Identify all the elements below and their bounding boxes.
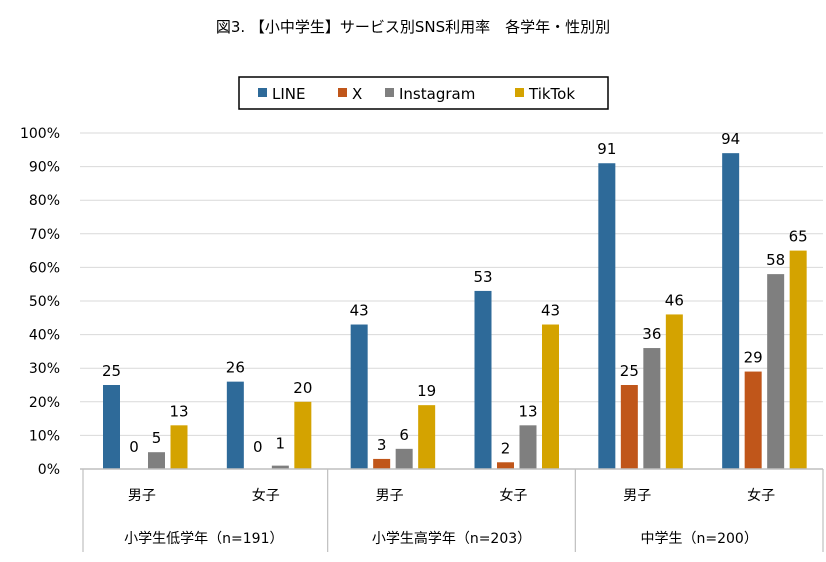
y-tick-label: 80% bbox=[29, 193, 60, 209]
data-label-tiktok: 19 bbox=[417, 382, 436, 400]
data-label-line: 43 bbox=[350, 302, 369, 320]
category-label: 男子 bbox=[376, 488, 404, 504]
y-tick-label: 10% bbox=[29, 428, 60, 444]
legend-label-x: X bbox=[352, 85, 362, 103]
bar-instagram bbox=[395, 448, 413, 469]
data-label-line: 53 bbox=[473, 268, 492, 286]
bar-tiktok bbox=[542, 324, 559, 469]
bar-instagram bbox=[643, 348, 661, 469]
data-label-x: 0 bbox=[253, 438, 263, 456]
y-tick-label: 20% bbox=[29, 395, 60, 411]
legend-swatch-line bbox=[258, 88, 267, 97]
chart-title: 図3. 【小中学生】サービス別SNS利用率 各学年・性別別 bbox=[216, 18, 610, 36]
bar-tiktok bbox=[294, 401, 312, 469]
legend-swatch-instagram bbox=[385, 88, 394, 97]
y-tick-label: 70% bbox=[29, 227, 60, 243]
y-tick-label: 100% bbox=[20, 126, 60, 142]
legend-swatch-x bbox=[338, 88, 347, 97]
bar-line bbox=[226, 381, 244, 469]
category-label: 男子 bbox=[623, 488, 651, 504]
data-label-line: 91 bbox=[597, 140, 616, 158]
data-label-tiktok: 20 bbox=[293, 379, 312, 397]
bar-x bbox=[620, 385, 638, 469]
bar-tiktok bbox=[170, 425, 188, 469]
legend-label-tiktok: TikTok bbox=[528, 85, 575, 103]
data-label-x: 2 bbox=[501, 439, 511, 457]
y-tick-label: 50% bbox=[29, 294, 60, 310]
y-tick-label: 90% bbox=[29, 160, 60, 176]
bar-instagram bbox=[148, 452, 165, 469]
data-label-x: 0 bbox=[129, 438, 139, 456]
bar-x bbox=[744, 371, 762, 469]
bar-tiktok bbox=[665, 314, 683, 469]
data-label-tiktok: 13 bbox=[169, 402, 188, 420]
data-label-x: 3 bbox=[377, 436, 387, 454]
data-label-tiktok: 65 bbox=[789, 228, 808, 246]
bar-instagram bbox=[519, 425, 537, 469]
bar-tiktok bbox=[418, 405, 436, 469]
data-label-instagram: 13 bbox=[518, 402, 537, 420]
data-label-instagram: 6 bbox=[399, 426, 409, 444]
data-label-instagram: 36 bbox=[642, 325, 661, 343]
legend-box bbox=[238, 76, 609, 110]
bar-instagram bbox=[271, 465, 289, 469]
y-tick-label: 40% bbox=[29, 328, 60, 344]
data-label-line: 94 bbox=[721, 130, 740, 148]
group-label: 中学生（n=200） bbox=[641, 531, 758, 547]
bar-line bbox=[598, 163, 616, 470]
group-label: 小学生低学年（n=191） bbox=[124, 531, 283, 547]
legend-label-instagram: Instagram bbox=[399, 85, 475, 103]
category-label: 女子 bbox=[252, 487, 280, 504]
legend-label-line: LINE bbox=[272, 85, 305, 103]
category-label: 女子 bbox=[747, 487, 775, 504]
data-label-tiktok: 43 bbox=[541, 302, 560, 320]
data-label-line: 26 bbox=[226, 359, 245, 377]
data-label-x: 25 bbox=[620, 362, 639, 380]
legend: LINE X Instagram TikTok bbox=[258, 85, 575, 103]
bar-line bbox=[350, 324, 368, 469]
bar-line bbox=[474, 290, 492, 469]
bar-instagram bbox=[767, 274, 785, 469]
group-label: 小学生高学年（n=203） bbox=[372, 530, 531, 547]
category-label: 女子 bbox=[499, 487, 527, 504]
y-tick-label: 60% bbox=[29, 260, 60, 276]
y-tick-label: 30% bbox=[29, 361, 60, 377]
data-label-instagram: 58 bbox=[766, 251, 785, 269]
category-label: 男子 bbox=[128, 488, 156, 504]
bar-line bbox=[722, 153, 740, 469]
data-label-instagram: 5 bbox=[152, 429, 162, 447]
bar-x bbox=[373, 458, 391, 469]
bar-tiktok bbox=[789, 250, 807, 469]
data-label-instagram: 1 bbox=[276, 435, 286, 453]
bar-line bbox=[103, 385, 120, 469]
bar-x bbox=[497, 462, 514, 469]
data-label-x: 29 bbox=[744, 349, 763, 367]
data-label-line: 25 bbox=[102, 362, 121, 380]
legend-swatch-tiktok bbox=[515, 88, 524, 97]
y-tick-label: 0% bbox=[38, 462, 60, 478]
data-label-tiktok: 46 bbox=[665, 291, 684, 309]
